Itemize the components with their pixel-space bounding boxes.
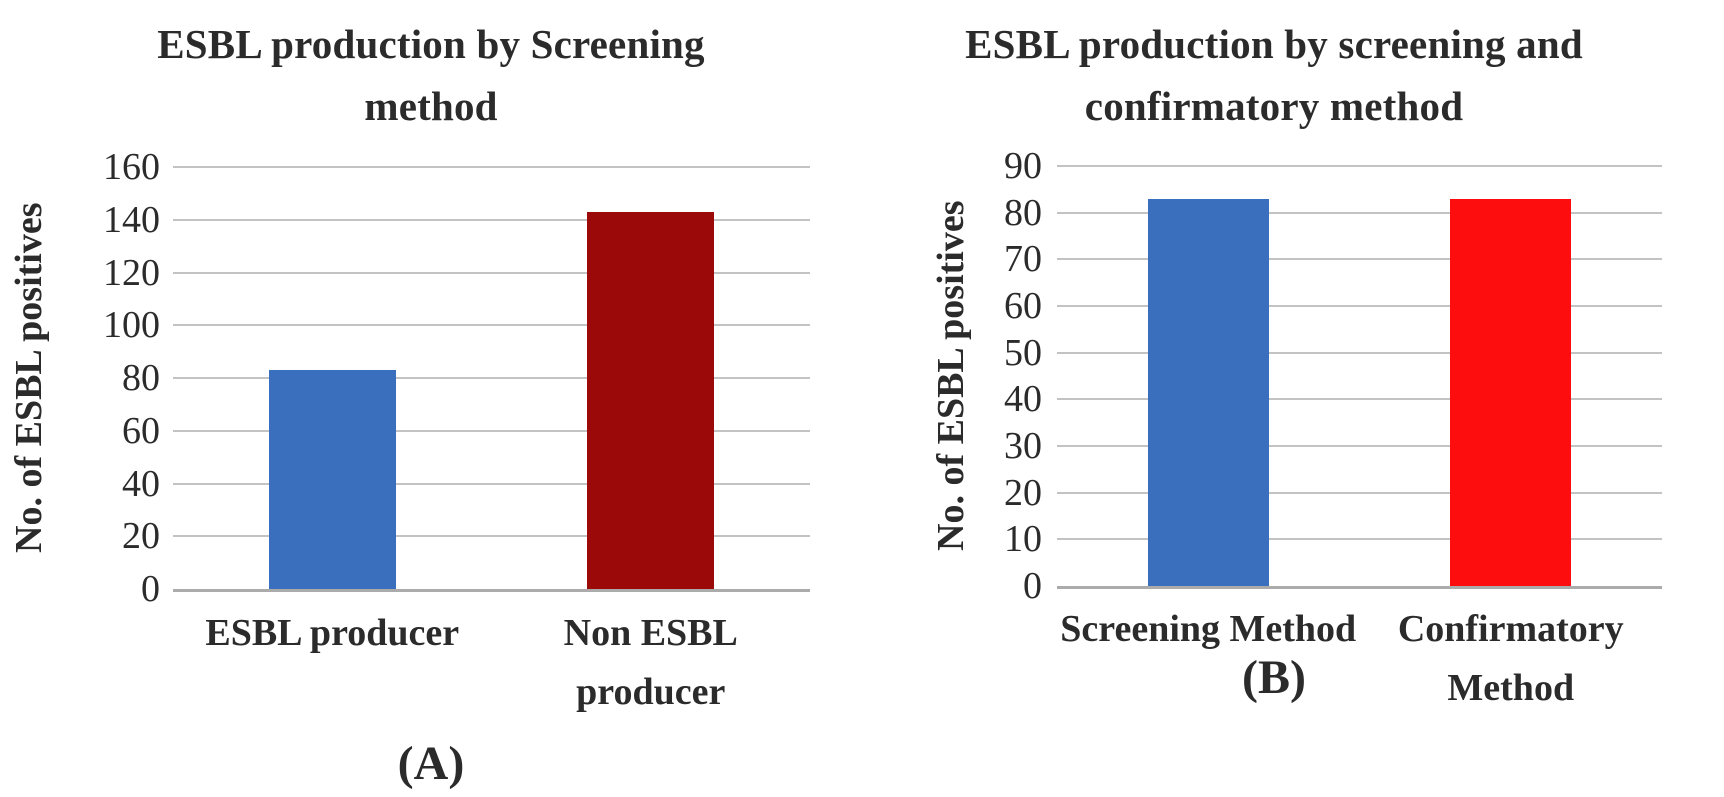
y-tick-label: 80: [1004, 191, 1042, 234]
gridline: [1057, 304, 1662, 307]
gridline: [173, 271, 810, 274]
gridline: [173, 324, 810, 327]
y-tick-label: 60: [122, 409, 160, 452]
x-category-line: producer: [576, 670, 726, 713]
y-tick-label: 50: [1004, 331, 1042, 374]
gridline: [1057, 211, 1662, 214]
y-tick-label: 120: [103, 251, 160, 294]
gridline: [173, 377, 810, 379]
x-category-line: Method: [1447, 666, 1575, 709]
gridline: [173, 535, 810, 538]
y-tick-label: 140: [103, 198, 160, 241]
gridline: [173, 429, 810, 432]
y-tick-label: 160: [103, 146, 160, 188]
chart-b-plot-area: [1057, 165, 1662, 589]
x-category-line: Confirmatory: [1397, 608, 1624, 650]
x-category-label-esbl-producer: ESBL producer: [173, 604, 492, 722]
bar-esbl-producer: [268, 370, 396, 589]
chart-a-y-axis-ticks: 0 20 40 60 80 100 120 140 160: [40, 148, 160, 608]
y-tick-label: 40: [122, 462, 160, 505]
x-category-line: Non ESBL: [563, 612, 738, 654]
y-tick-label: 40: [1004, 378, 1042, 421]
y-tick-label: 20: [1004, 471, 1042, 514]
y-tick-label: 60: [1004, 284, 1042, 327]
title-line: ESBL production by screening and: [965, 21, 1583, 67]
x-category-label-confirmatory-method: Confirmatory Method: [1360, 600, 1663, 718]
y-tick-label: 30: [1004, 424, 1042, 467]
gridline: [1057, 258, 1662, 261]
y-tick-label: 10: [1004, 518, 1042, 561]
chart-panel-b: ESBL production by screening and confirma…: [862, 0, 1724, 797]
gridline: [173, 218, 810, 221]
gridline: [1057, 538, 1662, 541]
gridline: [1057, 491, 1662, 494]
y-tick-label: 0: [141, 568, 160, 610]
x-category-line: ESBL producer: [205, 612, 460, 654]
title-line: confirmatory method: [1084, 82, 1464, 129]
chart-panel-a: ESBL production by Screening method No. o…: [0, 14, 862, 790]
chart-a-panel-label: (A): [397, 737, 465, 790]
y-tick-label: 90: [1004, 145, 1042, 187]
chart-a-plot-area: [173, 166, 810, 592]
title-line: method: [364, 82, 498, 129]
y-tick-label: 0: [1023, 565, 1042, 607]
gridline: [173, 166, 810, 168]
chart-b-title: ESBL production by screening and confirma…: [862, 14, 1686, 137]
x-category-label-non-esbl-producer: Non ESBL producer: [492, 604, 811, 722]
chart-b-x-axis-labels: Screening Method Confirmatory Method: [1057, 600, 1662, 718]
chart-a-x-axis-labels: ESBL producer Non ESBL producer: [173, 604, 810, 722]
title-line: ESBL production by Screening: [157, 21, 705, 67]
y-tick-label: 20: [122, 515, 160, 558]
gridline: [1057, 165, 1662, 167]
y-tick-label: 70: [1004, 238, 1042, 281]
chart-b-panel-label: (B): [1242, 651, 1306, 704]
bar-non-esbl-producer: [587, 211, 715, 589]
gridline: [173, 482, 810, 485]
gridline: [1057, 351, 1662, 354]
bar-screening-method: [1147, 198, 1269, 586]
chart-b-y-axis-ticks: 0 10 20 30 40 50 60 70 80 90: [937, 147, 1042, 605]
chart-a-title: ESBL production by Screening method: [0, 14, 862, 137]
gridline: [1057, 444, 1662, 447]
y-tick-label: 80: [122, 357, 160, 399]
x-category-line: Screening Method: [1060, 608, 1357, 650]
bar-confirmatory-method: [1450, 198, 1572, 586]
x-category-label-screening-method: Screening Method: [1057, 600, 1360, 718]
y-tick-label: 100: [103, 304, 160, 347]
gridline: [1057, 398, 1662, 401]
